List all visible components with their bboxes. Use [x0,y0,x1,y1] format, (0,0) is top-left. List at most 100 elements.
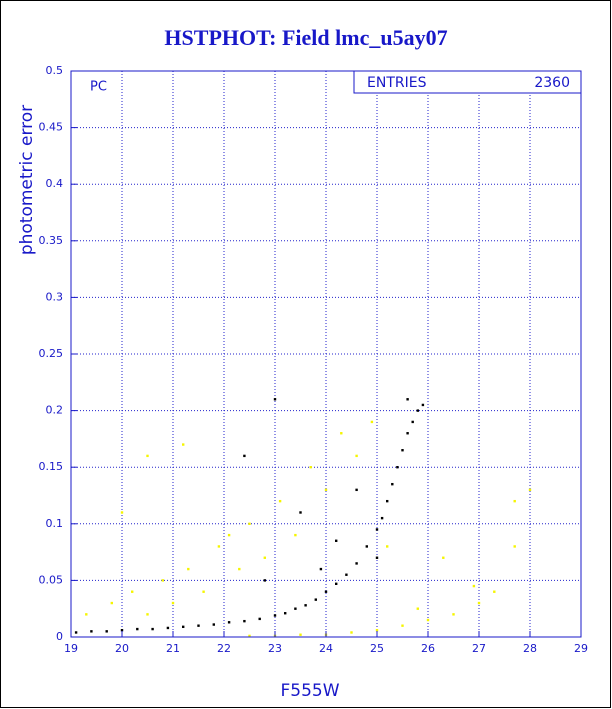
x-tick-label: 21 [166,642,180,655]
point [120,511,124,514]
plot-area [70,70,582,638]
point [182,625,185,629]
point [105,630,108,633]
point [74,631,78,634]
x-tick-label: 29 [574,642,588,655]
point [386,499,389,503]
point [452,613,455,616]
point [304,604,307,607]
point [273,614,277,617]
y-tick-label: 0.2 [46,404,64,417]
point [370,420,374,424]
point [340,432,343,435]
x-tick-label: 24 [319,642,333,655]
y-axis-label: photometric error [17,105,37,255]
point [345,573,348,576]
point [401,624,404,627]
point [380,516,384,520]
x-tick-label: 23 [268,642,282,655]
point [406,432,409,435]
point [355,454,358,458]
x-tick-label: 19 [64,642,78,655]
point [171,601,175,605]
point [243,619,246,623]
x-tick-label: 26 [421,642,435,655]
point [401,449,404,452]
point [299,511,302,514]
y-tick-label: 0.25 [39,347,64,360]
y-tick-label: 0.1 [46,517,64,530]
point [406,398,409,401]
point [513,545,516,548]
point [416,409,419,412]
point [202,590,205,593]
y-tick-label: 0.05 [39,573,64,586]
point [151,627,154,631]
point [212,623,215,626]
point [187,567,190,571]
point [375,556,379,559]
point [182,443,185,446]
stats-value: 2360 [534,75,570,91]
point [442,556,445,559]
point [355,562,358,565]
point [90,630,93,633]
y-tick-label: 0.4 [46,177,64,190]
point [248,634,251,638]
point [350,631,353,634]
point [146,454,149,458]
point [472,584,476,588]
x-tick-label: 20 [115,642,129,655]
x-tick-label: 28 [523,642,537,655]
x-tick-label: 22 [217,642,231,655]
point [416,607,419,610]
point [166,626,170,630]
point [513,499,516,503]
point [365,545,368,548]
point [258,617,261,621]
point [314,598,317,601]
annotation: PC [90,80,107,95]
point [146,613,149,616]
point [85,613,88,616]
x-tick-label: 27 [472,642,486,655]
point [426,618,430,622]
point [477,601,481,605]
point [227,533,231,537]
point [375,528,379,531]
point [263,556,266,559]
stats-label: ENTRIES [367,75,427,91]
point [197,624,200,627]
point [391,482,394,486]
point [324,590,328,593]
point [309,466,312,469]
x-axis-label: F555W [280,681,339,701]
point [227,621,231,624]
x-tick-label: 25 [370,642,384,655]
point [411,420,414,424]
point [136,627,139,631]
point [299,633,302,636]
point [278,499,282,503]
y-tick-label: 0 [56,630,63,643]
point [294,533,297,537]
point [273,398,277,401]
point [120,629,124,632]
point [284,612,287,615]
point [263,579,266,582]
chart-title: HSTPHOT: Field lmc_u5ay07 [164,25,447,50]
y-tick-label: 0.35 [39,234,64,247]
point [421,403,425,407]
stats-box [353,70,582,94]
y-tick-label: 0.15 [39,460,64,473]
point [248,522,251,525]
point [335,539,338,542]
point [243,454,246,458]
y-tick-label: 0.5 [46,64,64,77]
point [324,488,328,492]
point [355,488,358,492]
point [375,629,379,632]
point [335,582,338,585]
point [238,567,241,571]
